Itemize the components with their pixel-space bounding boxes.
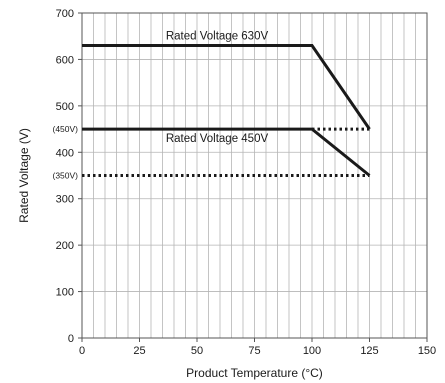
x-tick-label: 125: [360, 345, 378, 357]
y-tick-label: 100: [56, 287, 74, 299]
series-line: [82, 44, 371, 130]
series-line: [82, 127, 371, 177]
series-label: Rated Voltage 450V: [166, 133, 269, 145]
plot-frame: [78, 12, 428, 342]
x-tick-label: 75: [248, 345, 260, 357]
series-label: Rated Voltage 630V: [166, 31, 269, 43]
y-tick-label: 200: [56, 240, 74, 252]
series-lines: [82, 44, 371, 177]
x-tick-label: 25: [133, 345, 145, 357]
x-tick-label: 100: [303, 345, 321, 357]
x-tick-label: 150: [418, 345, 436, 357]
y-tick-label: 500: [56, 101, 74, 113]
series-labels: Rated Voltage 630V Rated Voltage 450V: [166, 31, 269, 146]
reference-lines: [82, 127, 370, 177]
y-tick-label: 400: [56, 147, 74, 159]
y-tick-labels: 0 100 200 300 400 500 600 700 (450V) (350V): [52, 8, 78, 345]
x-tick-labels: 0 25 50 75 100 125 150: [79, 345, 436, 357]
x-tick-label: 0: [79, 345, 85, 357]
y-extra-tick-label: (450V): [52, 124, 78, 134]
y-tick-label: 300: [56, 194, 74, 206]
y-extra-tick-label: (350V): [52, 171, 78, 181]
x-tick-label: 50: [191, 345, 203, 357]
x-axis-title: Product Temperature (°C): [186, 366, 323, 380]
y-tick-label: 0: [68, 333, 74, 345]
y-axis-title: Rated Voltage (V): [17, 128, 31, 223]
y-tick-label: 700: [56, 8, 74, 20]
y-tick-label: 600: [56, 54, 74, 66]
